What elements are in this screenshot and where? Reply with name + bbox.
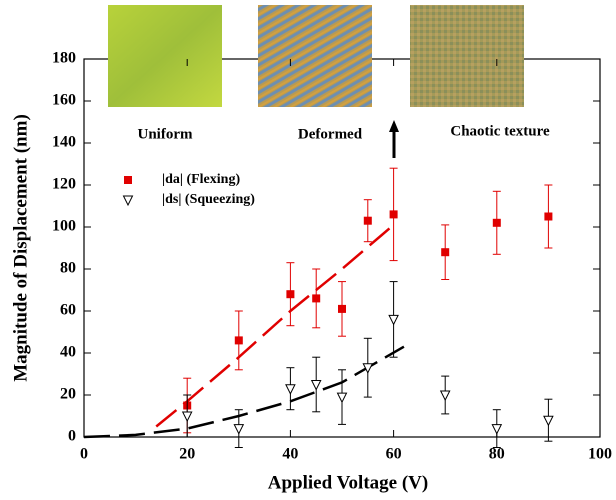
x-tick-label: 20 xyxy=(179,446,195,463)
marker xyxy=(312,294,321,303)
marker xyxy=(362,363,374,374)
annotation: Deformed xyxy=(298,126,363,142)
marker xyxy=(492,218,501,227)
marker xyxy=(543,415,554,427)
y-tick-label: 40 xyxy=(60,344,76,361)
plot: 0 20 40 60 80 100 0 20 40 60 80 100 120 140 160 180 |da|… xyxy=(52,50,612,463)
y-tick-label: 20 xyxy=(60,386,76,403)
fit-line xyxy=(83,345,405,439)
marker xyxy=(233,424,245,435)
texture-photo xyxy=(410,5,524,107)
y-tick-label: 100 xyxy=(52,218,76,235)
fit-line xyxy=(155,223,395,428)
x-tick-label: 100 xyxy=(588,446,612,463)
marker xyxy=(491,424,503,435)
y-tick-label: 140 xyxy=(52,134,76,151)
x-axis-title: Applied Voltage (V) xyxy=(268,472,428,493)
marker xyxy=(389,210,398,219)
marker xyxy=(388,314,399,326)
annotation: Chaotic texture xyxy=(450,123,550,139)
texture-photo xyxy=(258,5,372,107)
y-axis-title: Magnitude of Displacement (nm) xyxy=(10,114,31,382)
x-tick-label: 40 xyxy=(282,446,298,463)
x-tick-label: 80 xyxy=(489,446,505,463)
arrow-head xyxy=(389,120,399,132)
x-tick-label: 0 xyxy=(80,446,88,463)
marker xyxy=(439,390,451,402)
texture-photo xyxy=(108,5,222,107)
y-tick-label: 120 xyxy=(52,176,76,193)
legend-marker xyxy=(122,195,134,207)
marker xyxy=(181,411,193,423)
marker xyxy=(310,380,322,391)
marker xyxy=(363,216,372,225)
legend-label: |ds| (Squeezing) xyxy=(162,192,255,207)
x-tick-label: 60 xyxy=(386,446,402,463)
y-tick-label: 80 xyxy=(60,260,76,277)
y-tick-label: 160 xyxy=(52,92,76,109)
legend-label: |da| (Flexing) xyxy=(162,172,240,187)
annotation: Uniform xyxy=(138,126,193,142)
legend-marker xyxy=(124,176,132,184)
marker xyxy=(544,212,553,221)
marker xyxy=(441,248,450,257)
y-tick-label: 60 xyxy=(60,302,76,319)
y-tick-label: 0 xyxy=(68,428,76,445)
marker xyxy=(338,304,346,313)
marker xyxy=(286,290,295,299)
marker xyxy=(336,392,348,404)
marker xyxy=(285,384,296,395)
marker xyxy=(234,336,243,345)
y-tick-label: 180 xyxy=(52,50,76,67)
